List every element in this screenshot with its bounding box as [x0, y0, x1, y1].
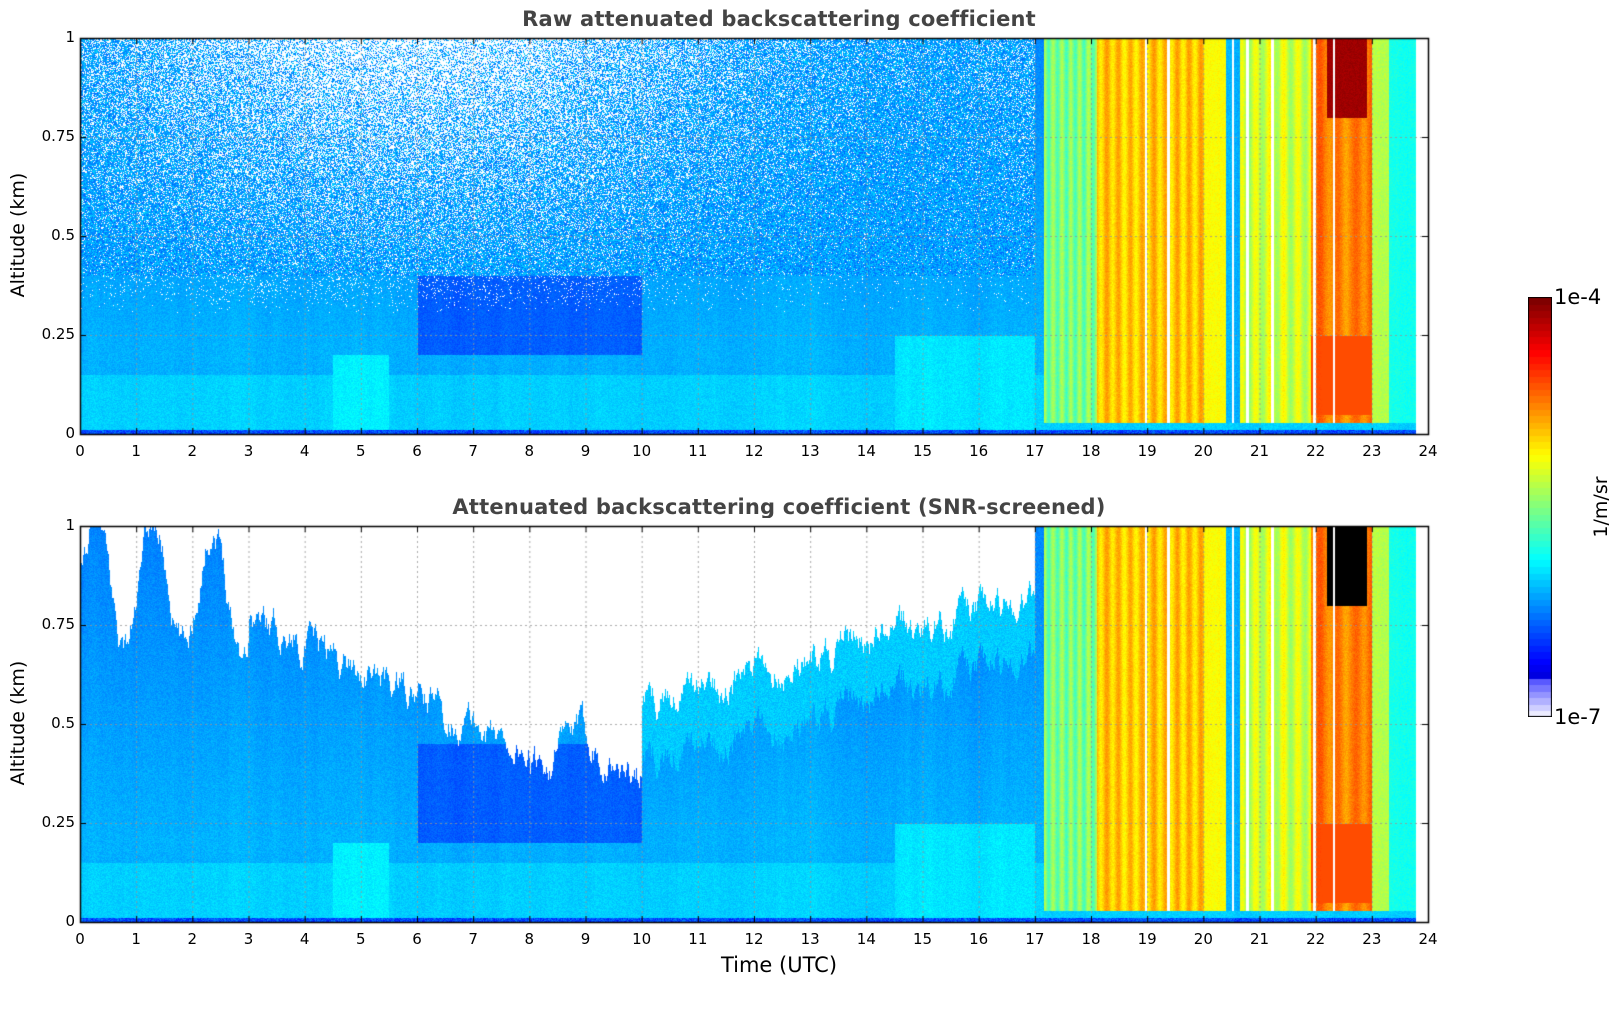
y-tick-label: 0.25: [41, 813, 75, 831]
x-tick-label: 21: [1249, 930, 1270, 948]
x-tick-label: 24: [1418, 930, 1438, 948]
x-tick-label: 3: [243, 442, 254, 460]
x-tick-label: 11: [688, 442, 708, 460]
x-tick-label: 21: [1249, 442, 1270, 460]
x-tick-label: 19: [1137, 930, 1157, 948]
y-tick-label: 0.25: [41, 325, 75, 343]
x-tick-label: 2: [187, 930, 198, 948]
x-tick-label: 10: [632, 930, 652, 948]
x-tick-label: 0: [75, 930, 85, 948]
colorbar-gradient: [1528, 297, 1552, 717]
x-tick-label: 5: [356, 442, 366, 460]
x-tick-label: 23: [1362, 442, 1382, 460]
y-tick-label: 0.75: [41, 615, 75, 633]
x-tick-label: 17: [1025, 930, 1045, 948]
x-tick-label: 15: [912, 930, 933, 948]
x-tick-label: 10: [632, 442, 652, 460]
x-tick-label: 0: [75, 442, 85, 460]
x-tick-label: 16: [969, 442, 989, 460]
x-tick-label: 9: [580, 442, 591, 460]
x-tick-label: 20: [1193, 442, 1213, 460]
x-tick-label: 22: [1306, 442, 1326, 460]
y-tick-label: 1: [65, 516, 75, 534]
y-tick-label: 0: [65, 424, 75, 442]
x-axis-label: Time (UTC): [720, 953, 838, 977]
colorbar-units-label: 1/m/sr: [1590, 476, 1612, 538]
x-tick-label: 1: [131, 930, 141, 948]
top-heatmap: [60, 30, 1500, 480]
x-tick-label: 1: [131, 442, 141, 460]
x-tick-label: 8: [524, 442, 535, 460]
y-tick-label: 0: [65, 912, 75, 930]
x-tick-label: 6: [412, 442, 422, 460]
x-tick-label: 13: [800, 442, 820, 460]
x-tick-label: 6: [412, 930, 422, 948]
x-tick-label: 17: [1025, 442, 1045, 460]
y-tick-label: 1: [65, 28, 75, 46]
colorbar: [1528, 297, 1552, 717]
x-tick-label: 2: [187, 442, 198, 460]
x-tick-label: 16: [969, 930, 989, 948]
y-tick-label: 0.75: [41, 127, 75, 145]
bottom-panel-title: Attenuated backscattering coefficient (S…: [452, 495, 1106, 519]
x-tick-label: 5: [356, 930, 366, 948]
x-tick-label: 14: [856, 930, 876, 948]
x-tick-label: 18: [1081, 442, 1101, 460]
bottom-panel-plot: [60, 518, 1500, 968]
x-tick-label: 3: [243, 930, 254, 948]
x-tick-label: 15: [912, 442, 933, 460]
x-tick-label: 13: [800, 930, 820, 948]
x-tick-label: 24: [1418, 442, 1438, 460]
x-tick-label: 9: [580, 930, 591, 948]
x-tick-label: 19: [1137, 442, 1157, 460]
y-tick-label: 0.5: [51, 226, 75, 244]
top-panel-plot: [60, 30, 1500, 480]
colorbar-min-label: 1e-7: [1554, 705, 1602, 729]
y-tick-label: 0.5: [51, 714, 75, 732]
x-tick-label: 23: [1362, 930, 1382, 948]
x-tick-label: 12: [744, 930, 764, 948]
top-panel-title: Raw attenuated backscattering coefficien…: [522, 7, 1036, 31]
x-tick-label: 20: [1193, 930, 1213, 948]
bottom-heatmap: [60, 518, 1500, 968]
x-tick-label: 7: [468, 442, 478, 460]
x-tick-label: 8: [524, 930, 535, 948]
x-tick-label: 18: [1081, 930, 1101, 948]
x-tick-label: 22: [1306, 930, 1326, 948]
x-tick-label: 4: [299, 930, 310, 948]
x-tick-label: 12: [744, 442, 764, 460]
x-tick-label: 14: [856, 442, 876, 460]
x-tick-label: 4: [299, 442, 310, 460]
colorbar-max-label: 1e-4: [1554, 285, 1602, 309]
x-tick-label: 11: [688, 930, 708, 948]
x-tick-label: 7: [468, 930, 478, 948]
